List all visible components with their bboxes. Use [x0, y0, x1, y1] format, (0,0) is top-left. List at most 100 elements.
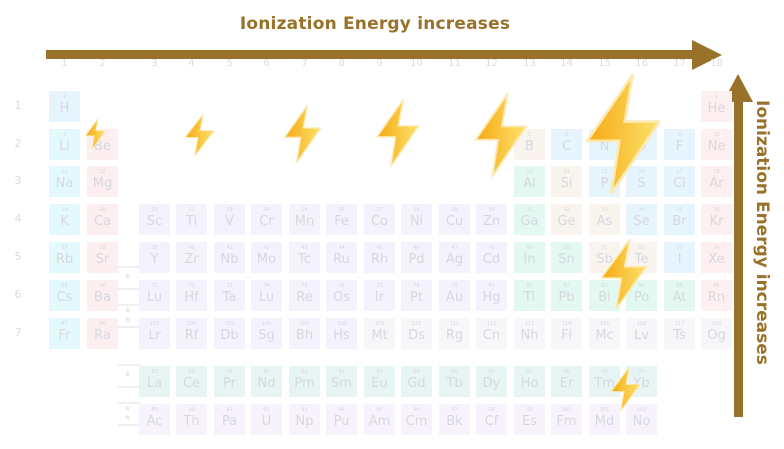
- element-symbol: H: [59, 101, 70, 116]
- element-symbol: Gd: [407, 376, 426, 391]
- element-symbol: Md: [594, 414, 615, 429]
- element-symbol: Am: [368, 414, 391, 429]
- atomic-number: 51: [601, 245, 608, 251]
- element-symbol: Tm: [594, 376, 615, 391]
- atomic-number: 59: [226, 369, 233, 375]
- element-symbol: Cr: [259, 214, 274, 229]
- atomic-number: 58: [188, 369, 195, 375]
- group-number: 1: [61, 58, 68, 69]
- atomic-number: 110: [411, 321, 422, 327]
- element-cell-li: 3 Li: [49, 129, 80, 160]
- atomic-number: 26: [338, 207, 345, 213]
- element-symbol: Nd: [257, 376, 276, 391]
- element-symbol: Cm: [405, 414, 428, 429]
- element-symbol: Kr: [709, 214, 724, 229]
- element-cell-tl: 81 Tl: [514, 280, 545, 311]
- atomic-number: 19: [61, 207, 68, 213]
- element-symbol: Ag: [445, 252, 464, 267]
- element-symbol: F: [675, 139, 684, 154]
- element-symbol: Os: [332, 290, 350, 305]
- atomic-number: 101: [599, 407, 610, 413]
- atomic-number: 25: [301, 207, 308, 213]
- element-symbol: V: [225, 214, 234, 229]
- atomic-number: 65: [451, 369, 458, 375]
- element-symbol: Rn: [707, 290, 726, 305]
- group-number: 14: [560, 58, 573, 69]
- period-number: 3: [14, 174, 22, 187]
- element-cell-cd: 48 Cd: [476, 242, 507, 273]
- element-symbol: Ni: [409, 214, 424, 229]
- atomic-number: 48: [488, 245, 495, 251]
- element-cell-pu: 94 Pu: [326, 404, 357, 435]
- element-symbol: Ti: [185, 214, 198, 229]
- atomic-number: 39: [151, 245, 158, 251]
- element-symbol: Cd: [482, 252, 501, 267]
- atomic-number: 28: [413, 207, 420, 213]
- element-symbol: Ho: [520, 376, 539, 391]
- atomic-number: 100: [561, 407, 572, 413]
- element-symbol: Ta: [222, 290, 237, 305]
- atomic-number: 67: [526, 369, 533, 375]
- element-symbol: B: [525, 139, 534, 154]
- element-cell-tb: 65 Tb: [439, 366, 470, 397]
- element-cell-zr: 40 Zr: [176, 242, 207, 273]
- element-symbol: Ca: [93, 214, 112, 229]
- element-symbol: P: [600, 176, 609, 191]
- horizontal-title: Ionization Energy increases: [239, 14, 511, 34]
- atomic-number: 47: [451, 245, 458, 251]
- atomic-number: 74: [263, 283, 270, 289]
- atomic-number: 45: [376, 245, 383, 251]
- atomic-number: 117: [674, 321, 685, 327]
- element-cell-lv: 116 Lv: [626, 318, 657, 349]
- element-cell-pr: 59 Pr: [214, 366, 245, 397]
- element-symbol: Li: [59, 139, 70, 154]
- element-symbol: Pt: [410, 290, 423, 305]
- element-symbol: Pu: [333, 414, 350, 429]
- element-cell-ti: 22 Ti: [176, 204, 207, 235]
- group-number: 7: [301, 58, 308, 69]
- group-number: 16: [635, 58, 648, 69]
- element-symbol: Bk: [446, 414, 463, 429]
- element-symbol: Hf: [184, 290, 199, 305]
- atomic-number: 104: [186, 321, 197, 327]
- element-cell-kr: 36 Kr: [701, 204, 732, 235]
- element-symbol: Hg: [482, 290, 501, 305]
- atomic-number: 80: [488, 283, 495, 289]
- element-symbol: Dy: [482, 376, 501, 391]
- element-cell-db: 105 Db: [214, 318, 245, 349]
- element-symbol: Mc: [595, 328, 614, 343]
- element-cell-hf: 72 Hf: [176, 280, 207, 311]
- atomic-number: 34: [638, 207, 645, 213]
- element-cell-cm: 96 Cm: [401, 404, 432, 435]
- atomic-number: 98: [488, 407, 495, 413]
- element-symbol: Nh: [520, 328, 539, 343]
- element-symbol: Si: [560, 176, 573, 191]
- atomic-number: 20: [99, 207, 106, 213]
- element-symbol: Ba: [94, 290, 111, 305]
- element-symbol: Pa: [221, 414, 238, 429]
- element-symbol: I: [677, 252, 682, 267]
- element-cell-mc: 115 Mc: [589, 318, 620, 349]
- element-symbol: Pr: [223, 376, 236, 391]
- element-symbol: Pd: [408, 252, 425, 267]
- atomic-number: 50: [563, 245, 570, 251]
- atomic-number: 22: [188, 207, 195, 213]
- atomic-number: 115: [599, 321, 610, 327]
- atomic-number: 54: [713, 245, 720, 251]
- element-cell-cs: 55 Cs: [49, 280, 80, 311]
- element-symbol: Hs: [333, 328, 350, 343]
- element-cell-sn: 50 Sn: [551, 242, 582, 273]
- element-symbol: Cf: [484, 414, 499, 429]
- element-cell-he: 2 He: [701, 91, 732, 122]
- element-symbol: Re: [296, 290, 313, 305]
- atomic-number: 69: [601, 369, 608, 375]
- element-symbol: Sb: [596, 252, 613, 267]
- atomic-number: 11: [61, 169, 68, 175]
- element-symbol: Lu: [258, 290, 275, 305]
- group-number: 5: [226, 58, 233, 69]
- element-cell-bk: 97 Bk: [439, 404, 470, 435]
- element-cell-cr: 24 Cr: [251, 204, 282, 235]
- group-number: 3: [151, 58, 158, 69]
- series-marker-icon: ★ ★: [118, 304, 140, 328]
- lightning-bolt-icon: [598, 238, 648, 310]
